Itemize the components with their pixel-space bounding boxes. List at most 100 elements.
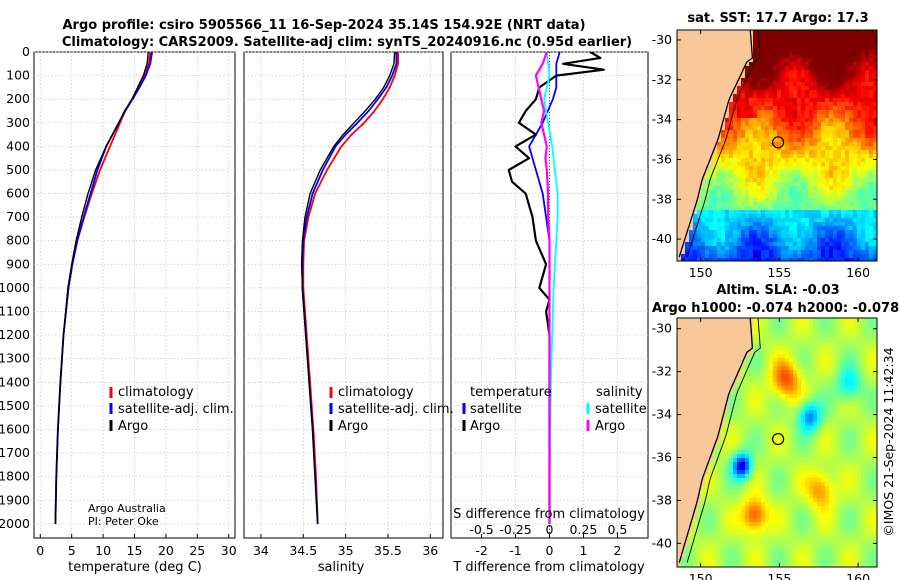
- map-cell: [793, 138, 797, 142]
- map-cell: [689, 530, 693, 534]
- map-cell: [861, 334, 865, 338]
- map-cell: [833, 54, 837, 58]
- map-cell: [697, 538, 701, 542]
- map-cell: [793, 554, 797, 558]
- map-cell: [853, 490, 857, 494]
- map-cell: [761, 530, 765, 534]
- map-cell: [753, 58, 757, 62]
- map-cell: [817, 226, 821, 230]
- map-cell: [685, 246, 689, 250]
- map-cell: [765, 214, 769, 218]
- map-cell: [813, 174, 817, 178]
- map-cell: [717, 534, 721, 538]
- map-cell: [781, 82, 785, 86]
- map-cell: [753, 130, 757, 134]
- map-cell: [797, 178, 801, 182]
- map-cell: [797, 426, 801, 430]
- map-cell: [793, 130, 797, 134]
- map-cell: [745, 538, 749, 542]
- map-cell: [813, 454, 817, 458]
- map-cell: [717, 550, 721, 554]
- map-cell: [753, 90, 757, 94]
- map-cell: [781, 86, 785, 90]
- map-cell: [817, 234, 821, 238]
- map-cell: [745, 122, 749, 126]
- map-cell: [829, 394, 833, 398]
- map-cell: [817, 506, 821, 510]
- map-cell: [821, 458, 825, 462]
- map-cell: [849, 390, 853, 394]
- map-cell: [829, 74, 833, 78]
- map-cell: [865, 554, 869, 558]
- map-cell: [765, 190, 769, 194]
- map-cell: [685, 258, 689, 261]
- map-cell: [765, 342, 769, 346]
- map-cell: [853, 94, 857, 98]
- map-cell: [733, 530, 737, 534]
- map-cell: [793, 414, 797, 418]
- map-cell: [749, 126, 753, 130]
- map-cell: [777, 398, 781, 402]
- map-cell: [757, 414, 761, 418]
- map-cell: [737, 126, 741, 130]
- map-cell: [769, 382, 773, 386]
- map-cell: [713, 178, 717, 182]
- map-cell: [813, 130, 817, 134]
- map-cell: [813, 506, 817, 510]
- y-tick-label: 1700: [0, 445, 30, 460]
- map-cell: [765, 386, 769, 390]
- map-cell: [753, 406, 757, 410]
- map-cell: [861, 126, 865, 130]
- map-cell: [745, 98, 749, 102]
- map-cell: [793, 254, 797, 258]
- map-cell: [801, 370, 805, 374]
- map-cell: [773, 182, 777, 186]
- map-cell: [869, 542, 873, 546]
- map-cell: [697, 222, 701, 226]
- map-cell: [773, 46, 777, 50]
- map-cell: [765, 358, 769, 362]
- map-cell: [777, 322, 781, 326]
- map-cell: [797, 198, 801, 202]
- y-tick-label: 600: [6, 186, 30, 201]
- map-cell: [837, 214, 841, 218]
- map-cell: [773, 538, 777, 542]
- map-cell: [865, 318, 869, 322]
- map-cell: [681, 254, 685, 258]
- map-cell: [737, 258, 741, 261]
- map-cell: [873, 318, 877, 322]
- map-cell: [725, 558, 729, 562]
- map-cell: [789, 54, 793, 58]
- map-cell: [817, 42, 821, 46]
- map-cell: [857, 526, 861, 530]
- map-cell: [829, 50, 833, 54]
- map-cell: [857, 106, 861, 110]
- map-cell: [825, 182, 829, 186]
- map-cell: [705, 498, 709, 502]
- map-cell: [745, 438, 749, 442]
- map-cell: [765, 330, 769, 334]
- map-cell: [853, 518, 857, 522]
- map-cell: [849, 538, 853, 542]
- map-cell: [809, 546, 813, 550]
- map-cell: [721, 234, 725, 238]
- map-cell: [797, 470, 801, 474]
- map-cell: [713, 210, 717, 214]
- credit-pi: PI: Peter Oke: [88, 515, 159, 528]
- map-cell: [813, 562, 817, 566]
- map-cell: [821, 534, 825, 538]
- map-cell: [733, 490, 737, 494]
- map-cell: [769, 402, 773, 406]
- map-cell: [717, 222, 721, 226]
- map-cell: [793, 210, 797, 214]
- map-cell: [769, 406, 773, 410]
- map-cell: [797, 402, 801, 406]
- map-cell: [837, 550, 841, 554]
- map-cell: [865, 362, 869, 366]
- map-cell: [841, 42, 845, 46]
- map-cell: [817, 514, 821, 518]
- map-cell: [865, 162, 869, 166]
- map-cell: [757, 410, 761, 414]
- map-cell: [837, 38, 841, 42]
- map-cell: [845, 406, 849, 410]
